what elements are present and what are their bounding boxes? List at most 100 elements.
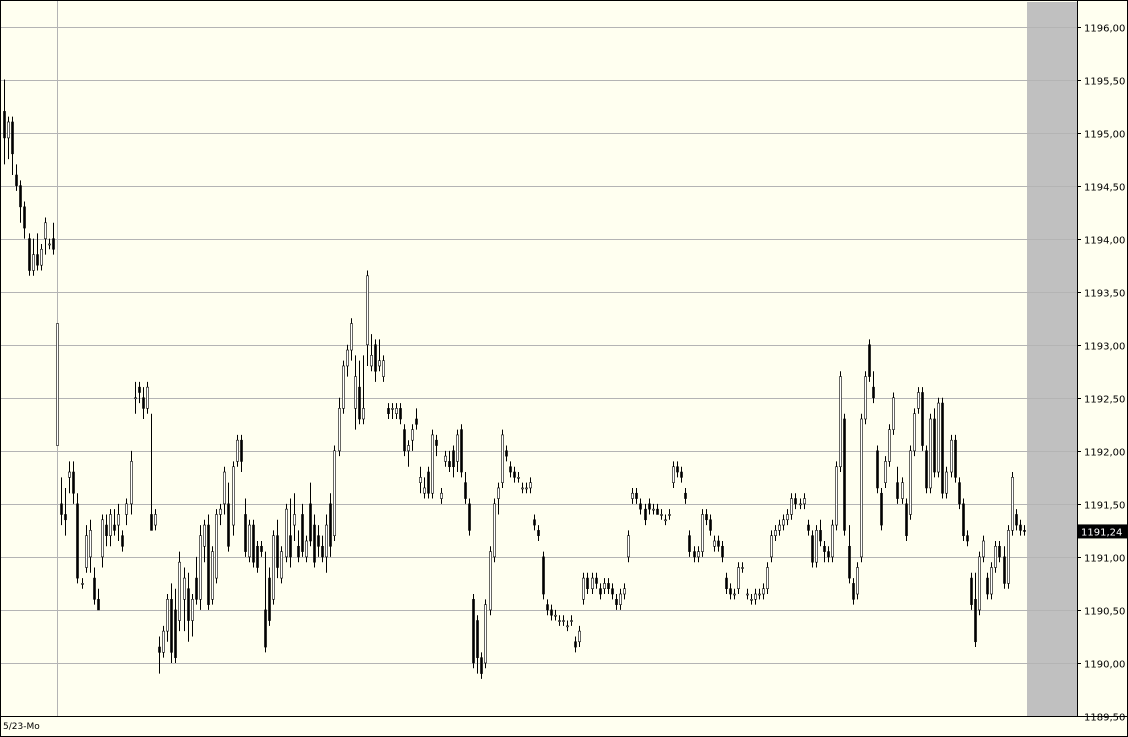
price-bar-body [815, 530, 818, 563]
price-bar-body [758, 593, 761, 596]
price-bar-body [419, 477, 422, 483]
price-bar-body [550, 609, 553, 616]
price-bar-body [880, 492, 883, 526]
price-bar-body [864, 376, 867, 420]
price-bar-body [603, 583, 606, 590]
price-bar-body [60, 503, 63, 515]
price-bar-body [517, 477, 520, 479]
price-bar-body [705, 514, 708, 521]
y-tick-label: 1194,00 [1084, 236, 1125, 247]
price-bar-body [986, 577, 989, 595]
price-bar-body [950, 439, 953, 473]
price-bar-body [803, 498, 806, 505]
price-bar-body [444, 455, 447, 462]
price-bar-body [411, 429, 414, 441]
price-bar-body [366, 275, 369, 346]
price-bar-body [1015, 514, 1018, 526]
price-bar-body [754, 593, 757, 600]
y-tick-label: 1191,50 [1084, 501, 1125, 512]
price-bar-body [558, 620, 561, 622]
price-bar-body [933, 418, 936, 473]
price-bar-body [489, 551, 492, 611]
price-bar-body [709, 519, 712, 531]
price-bar-body [639, 503, 642, 510]
price-bar-body [52, 238, 55, 250]
price-bar-body [166, 599, 169, 632]
price-bar-body [125, 503, 128, 515]
price-bar-body [297, 545, 300, 558]
price-bar-body [32, 254, 35, 271]
price-bar-body [472, 599, 475, 664]
price-bar-body [109, 514, 112, 536]
price-bar-body [435, 439, 438, 446]
y-tick-label: 1189,50 [1084, 713, 1125, 724]
price-bar-body [7, 121, 10, 139]
price-bar-body [917, 392, 920, 409]
price-bar-body [623, 588, 626, 595]
price-bar-body [407, 445, 410, 452]
price-bar-body [521, 487, 524, 490]
price-bar-body [423, 487, 426, 494]
price-bar-body [872, 386, 875, 399]
price-bar-body [713, 540, 716, 547]
price-bar-body [525, 487, 528, 490]
price-bar-body [994, 545, 997, 568]
price-bar-body [978, 556, 981, 611]
price-bar-body [387, 408, 390, 414]
price-bar-body [627, 535, 630, 558]
price-bar-body [36, 254, 39, 266]
price-bar-body [774, 530, 777, 536]
price-bar-body [509, 466, 512, 473]
price-bar-body [378, 360, 381, 367]
price-bar-body [431, 434, 434, 494]
price-bar-body [835, 466, 838, 526]
price-bar-body [1011, 477, 1014, 531]
price-bar-body [289, 535, 292, 558]
price-bar-body [807, 524, 810, 531]
price-bar-body [905, 503, 908, 536]
price-bar-body [121, 535, 124, 547]
price-bar-body [374, 344, 377, 372]
price-bar-body [860, 418, 863, 558]
price-bar-body [819, 530, 822, 542]
last-price-box [1078, 524, 1128, 539]
price-bar-body [415, 418, 418, 425]
price-bar-body [746, 593, 749, 596]
price-bar-body [782, 519, 785, 526]
price-bar-body [338, 408, 341, 452]
price-bar-body [268, 577, 271, 621]
price-bar-body [868, 344, 871, 377]
price-bar-body [945, 471, 948, 494]
price-bar-body [81, 583, 84, 585]
last-price-marker: 1191,24 [1078, 524, 1128, 539]
x-tick-label-date: 5/23-Mo [3, 722, 40, 732]
price-bar-body [142, 397, 145, 409]
y-axis: 1196,00 1195,50 1195,00 1194,50 1194,00 1193,… [1077, 24, 1125, 724]
price-bar-body [207, 524, 210, 605]
price-bar-body [244, 514, 247, 552]
price-bar-body [440, 492, 443, 499]
price-bar-body [660, 514, 663, 516]
price-bar-body [276, 535, 279, 568]
price-bar-body [1023, 530, 1026, 532]
price-bar-body [672, 466, 675, 483]
last-price-label: 1191,24 [1081, 527, 1122, 538]
price-bar-body [721, 545, 724, 558]
y-tick-label: 1192,00 [1084, 448, 1125, 459]
price-bar-body [852, 583, 855, 600]
price-bar-body [305, 540, 308, 558]
price-bar-body [399, 408, 402, 420]
price-bar-body [778, 524, 781, 531]
price-bar-body [154, 514, 157, 526]
y-tick-label: 1192,50 [1084, 395, 1125, 406]
price-bar-body [174, 609, 177, 658]
price-bar-body [130, 461, 133, 505]
price-bar-body [72, 471, 75, 494]
y-tick-label: 1190,50 [1084, 607, 1125, 618]
price-bar-body [484, 604, 487, 664]
price-bar-body [811, 535, 814, 563]
price-bar-body [729, 588, 732, 595]
price-bar-body [839, 376, 842, 468]
price-bar-body [954, 439, 957, 478]
